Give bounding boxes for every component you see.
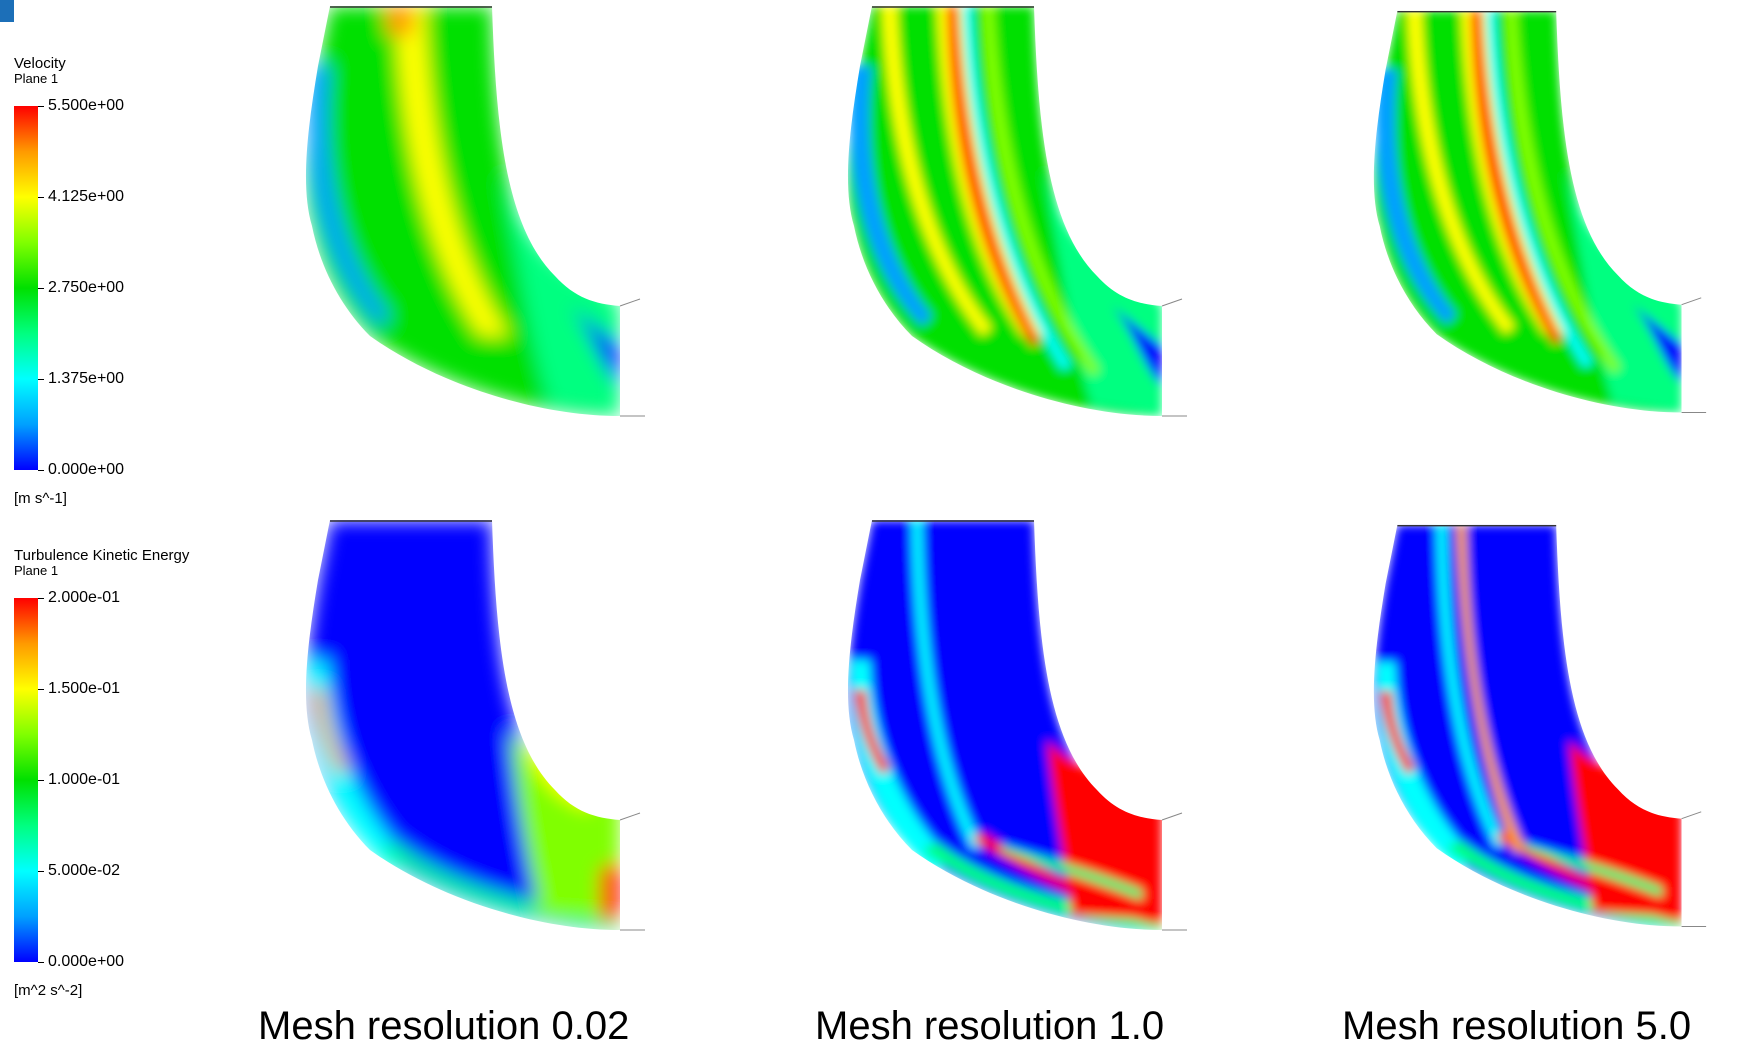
velocity-contour-mesh-0.02: [306, 6, 645, 417]
tick-label: 0.000e+00: [48, 953, 125, 970]
velocity-legend: Velocity Plane 1 5.500e+00 4.125e+00 2.7…: [14, 56, 264, 516]
tick-label: 2.000e-01: [48, 589, 121, 606]
legend-subtitle: Plane 1: [14, 71, 59, 86]
tick-label: 0.000e+00: [48, 461, 125, 478]
tke-legend: Turbulence Kinetic Energy Plane 1 2.000e…: [14, 548, 264, 1008]
legend-unit: [m^2 s^-2]: [14, 982, 83, 999]
tick-label: 5.500e+00: [48, 97, 125, 114]
velocity-colorbar: [14, 106, 38, 470]
velocity-contour-mesh-5.0: [1373, 10, 1707, 413]
tick-label: 4.125e+00: [48, 188, 125, 205]
legend-title: Turbulence Kinetic Energy: [14, 547, 190, 564]
tke-contour-mesh-0.02: [306, 520, 645, 931]
tick-label: 5.000e-02: [48, 862, 121, 879]
tick-label: 1.000e-01: [48, 771, 121, 788]
corner-logo-mark: [0, 0, 14, 22]
tke-contour-mesh-5.0: [1373, 524, 1707, 927]
legend-unit: [m s^-1]: [14, 490, 67, 507]
caption-mesh-1.0: Mesh resolution 1.0: [815, 1004, 1165, 1048]
caption-mesh-5.0: Mesh resolution 5.0: [1342, 1004, 1692, 1048]
legend-title: Velocity: [14, 55, 66, 72]
tke-colorbar: [14, 598, 38, 962]
legend-subtitle: Plane 1: [14, 563, 59, 578]
tke-contour-mesh-1.0: [848, 520, 1187, 931]
tick-label: 1.375e+00: [48, 370, 125, 387]
caption-mesh-0.02: Mesh resolution 0.02: [258, 1004, 630, 1048]
velocity-contour-mesh-1.0: [848, 6, 1187, 417]
tick-label: 2.750e+00: [48, 279, 125, 296]
tick-label: 1.500e-01: [48, 680, 121, 697]
